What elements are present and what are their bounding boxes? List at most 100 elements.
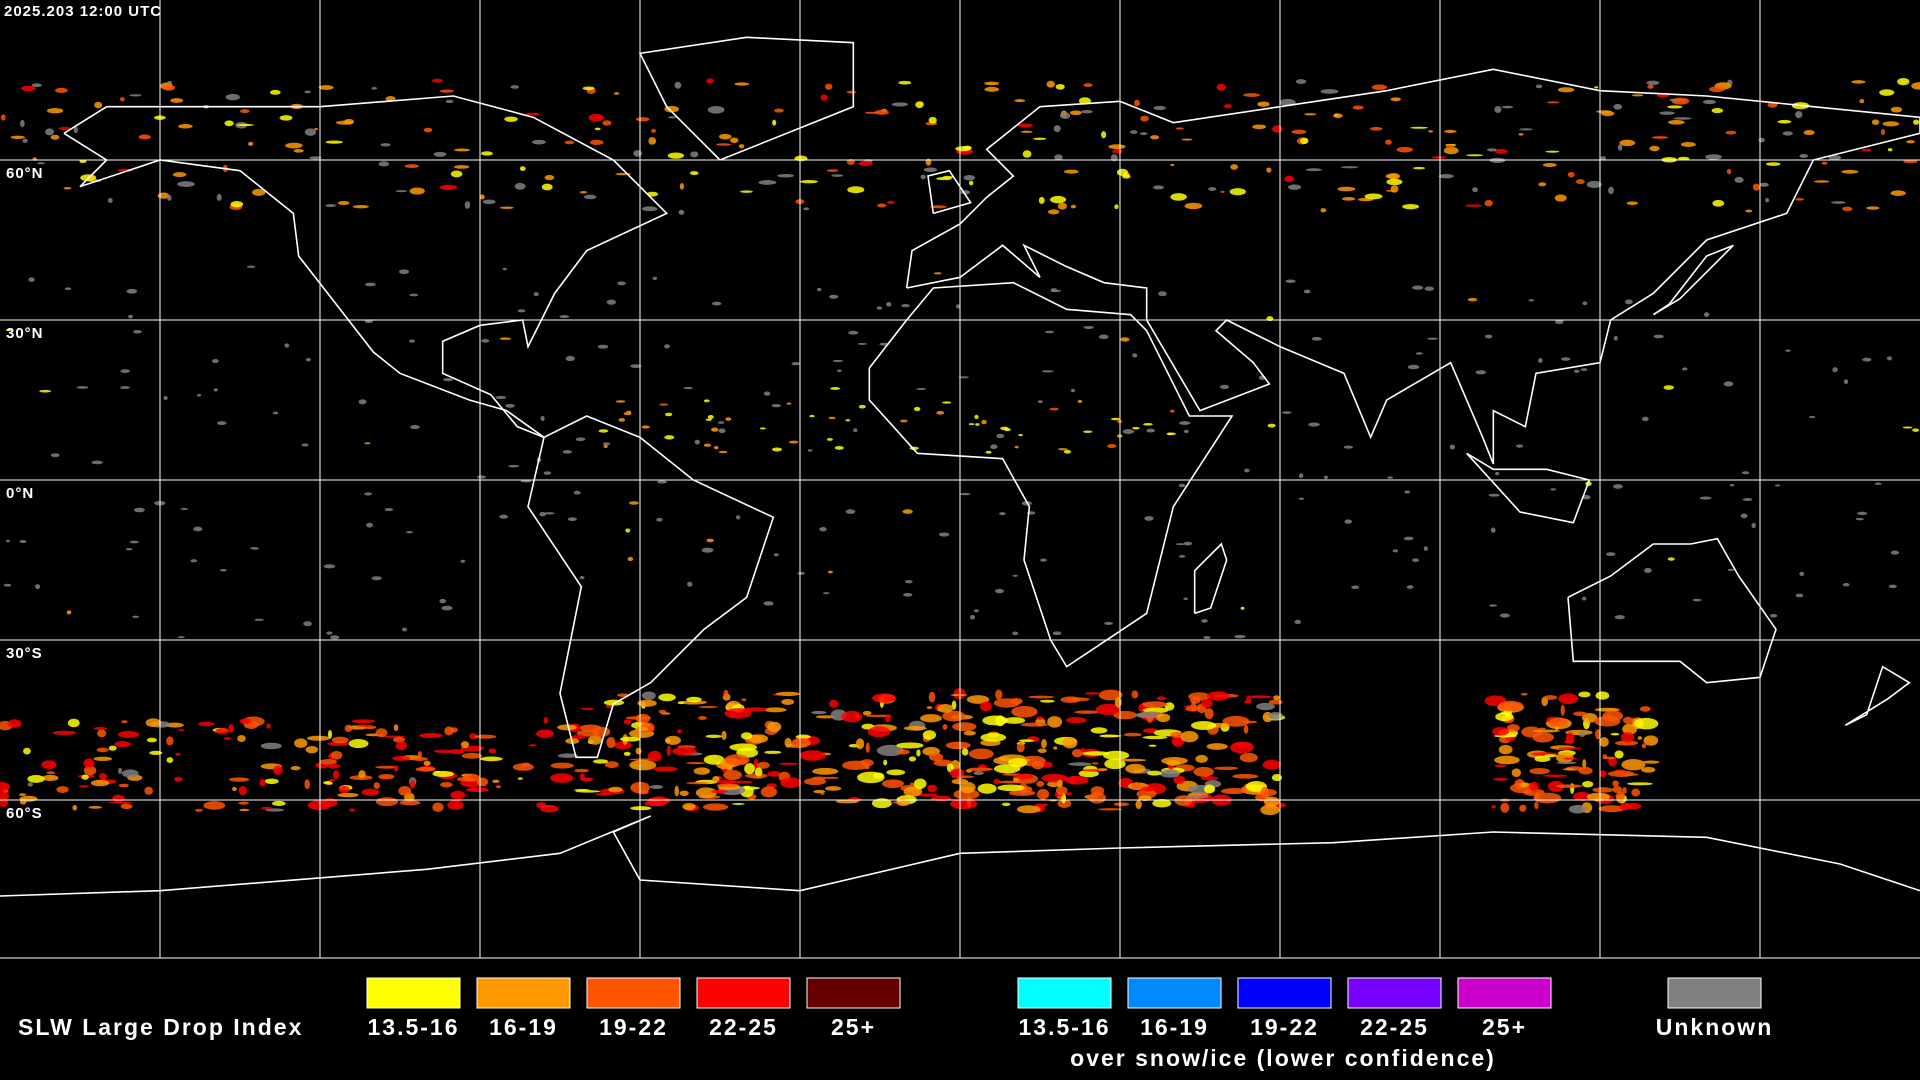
cloud-patch: [836, 369, 842, 372]
legend-swatch: [696, 977, 791, 1009]
cloud-patch: [993, 756, 1013, 765]
cloud-patch: [117, 731, 140, 738]
cloud-patch: [1304, 113, 1317, 116]
cloud-patch: [606, 736, 616, 749]
cloud-patch: [1066, 697, 1090, 702]
cloud-patch: [1243, 724, 1249, 734]
cloud-patch: [1135, 712, 1163, 719]
cloud-patch: [1613, 335, 1618, 341]
cloud-patch: [1734, 176, 1744, 183]
cloud-patch: [1428, 130, 1434, 133]
cloud-patch: [432, 802, 444, 812]
cloud-patch: [1183, 429, 1189, 434]
cloud-patch: [832, 359, 844, 363]
cloud-patch: [212, 359, 219, 364]
cloud-patch: [656, 517, 663, 522]
cloud-patch: [1063, 449, 1071, 454]
cloud-patch: [823, 776, 840, 779]
cloud-patch: [121, 720, 128, 724]
cloud-patch: [1608, 756, 1617, 767]
cloud-patch: [1500, 802, 1510, 813]
cloud-patch: [1069, 110, 1082, 116]
cloud-patch: [809, 414, 815, 418]
cloud-patch: [1114, 697, 1122, 708]
cloud-patch: [845, 509, 856, 514]
cloud-patch: [789, 440, 799, 444]
cloud-patch: [846, 159, 855, 165]
cloud-patch: [224, 120, 234, 127]
cloud-patch: [735, 515, 741, 520]
cloud-patch: [1493, 778, 1509, 781]
cloud-patch: [1832, 367, 1838, 373]
cloud-patch: [694, 439, 700, 445]
cloud-patch: [248, 141, 254, 146]
cloud-patch: [1646, 80, 1660, 86]
cloud-patch: [683, 386, 694, 390]
cloud-patch: [1108, 144, 1126, 150]
cloud-patch: [1579, 731, 1586, 738]
cloud-patch: [543, 717, 549, 724]
cloud-patch: [149, 750, 163, 755]
cloud-patch: [886, 301, 892, 307]
cloud-patch: [984, 86, 1000, 92]
cloud-patch: [1170, 163, 1175, 167]
cloud-patch: [1175, 543, 1185, 546]
cloud-patch: [1599, 770, 1607, 778]
cloud-patch: [635, 726, 649, 732]
cloud-patch: [1438, 173, 1454, 179]
cloud-patch: [1285, 279, 1296, 283]
cloud-patch: [1626, 782, 1653, 786]
cloud-patch: [304, 128, 317, 136]
cloud-patch: [1619, 802, 1632, 811]
cloud-patch: [1046, 80, 1055, 88]
cloud-patch: [293, 148, 304, 153]
cloud-patch: [606, 299, 616, 305]
cloud-patch: [325, 140, 343, 144]
cloud-patch: [1114, 204, 1119, 210]
cloud-patch: [950, 798, 978, 810]
cloud-patch: [1752, 183, 1760, 191]
cloud-patch: [504, 116, 518, 122]
cloud-patch: [625, 716, 652, 720]
cloud-patch: [215, 727, 229, 735]
cloud-patch: [799, 750, 826, 761]
cloud-patch: [1682, 367, 1688, 371]
cloud-patch: [615, 400, 626, 403]
cloud-patch: [203, 801, 226, 810]
cloud-patch: [42, 774, 59, 782]
cloud-patch: [399, 800, 421, 806]
cloud-patch: [0, 781, 11, 792]
cloud-patch: [1614, 740, 1639, 746]
cloud-patch: [1799, 154, 1809, 158]
cloud-patch: [635, 117, 650, 122]
cloud-patch: [656, 480, 668, 484]
cloud-patch: [348, 738, 369, 749]
cloud-patch: [1445, 144, 1455, 149]
cloud-patch: [712, 301, 722, 306]
cloud-patch: [327, 778, 336, 782]
cloud-patch: [995, 715, 1006, 727]
cloud-patch: [380, 143, 391, 147]
cloud-patch: [107, 197, 113, 203]
cloud-patch: [163, 85, 176, 91]
cloud-patch: [1879, 89, 1895, 96]
cloud-patch: [1897, 77, 1910, 86]
cloud-patch: [589, 139, 604, 145]
legend-swatch: [806, 977, 901, 1009]
cloud-patch: [1130, 130, 1138, 134]
cloud-patch: [641, 425, 650, 429]
cloud-patch: [816, 288, 822, 292]
cloud-patch: [950, 768, 965, 778]
lat-label: 60°N: [6, 165, 44, 182]
cloud-patch: [90, 779, 110, 787]
cloud-patch: [1692, 598, 1702, 602]
cloud-patch: [439, 89, 454, 93]
cloud-patch: [1622, 716, 1634, 724]
cloud-patch: [1598, 805, 1626, 813]
cloud-patch: [1913, 119, 1920, 125]
cloud-patch: [238, 801, 250, 805]
cloud-patch: [1340, 166, 1359, 169]
cloud-patch: [260, 806, 273, 810]
cloud-patch: [718, 450, 728, 454]
cloud-patch: [1135, 800, 1142, 810]
